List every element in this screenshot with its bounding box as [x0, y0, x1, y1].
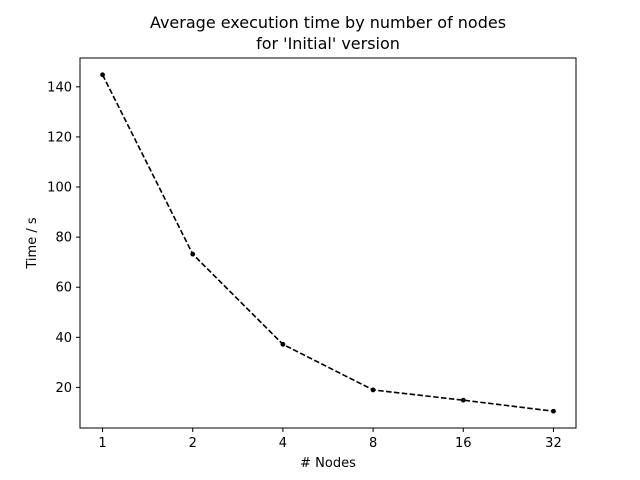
y-tick-label: 120: [47, 130, 72, 145]
x-axis-label: # Nodes: [300, 456, 356, 471]
plot-area-frame: [79, 57, 577, 429]
data-point: [460, 397, 466, 403]
data-point: [551, 408, 556, 414]
y-tick-label: 80: [55, 231, 72, 246]
x-tick-label: 16: [455, 436, 472, 451]
y-tick-label: 20: [55, 381, 72, 396]
x-tick-label: 1: [98, 436, 106, 451]
y-axis-label: Time / s: [25, 217, 40, 269]
series-layer: [100, 72, 556, 414]
series-line: [101, 74, 554, 413]
y-tick-label: 140: [47, 80, 72, 95]
x-tick-label: 2: [189, 436, 197, 451]
data-point: [370, 387, 376, 393]
y-tick-label: 40: [55, 331, 72, 346]
x-tick-label: 8: [369, 436, 377, 451]
chart-title-line-2: for 'Initial' version: [256, 34, 400, 53]
x-tick-label: 32: [545, 436, 562, 451]
y-tick-label: 60: [55, 281, 72, 296]
y-axis: 20 40 60 80 100 120 140: [47, 80, 80, 396]
data-point: [100, 72, 105, 78]
x-axis: 1 2 4 8 16 32: [98, 428, 562, 451]
data-point: [190, 251, 196, 257]
x-tick-label: 4: [279, 436, 287, 451]
y-tick-label: 100: [47, 181, 72, 196]
data-point: [280, 341, 286, 347]
chart-title-line-1: Average execution time by number of node…: [150, 13, 506, 32]
